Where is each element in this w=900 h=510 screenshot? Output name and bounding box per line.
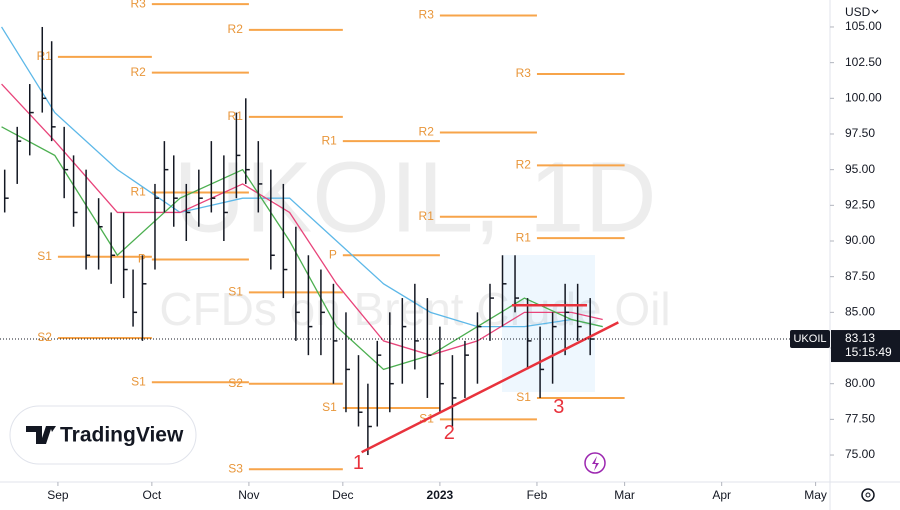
wave-label: 3 bbox=[553, 396, 564, 418]
plot-area: R1S1S2R3R2R1PS1R2R1S1S2S3R1PS1R3R2R1S1R3… bbox=[1, 0, 625, 475]
y-tick-label: 92.50 bbox=[845, 197, 875, 211]
pivot-label: R1 bbox=[321, 133, 337, 147]
brand-box[interactable] bbox=[9, 405, 197, 465]
x-tick-label: Dec bbox=[332, 488, 353, 502]
pivot-label: R2 bbox=[131, 65, 147, 79]
y-tick-label: 90.00 bbox=[845, 233, 875, 247]
support-line bbox=[361, 321, 619, 454]
price-tag bbox=[831, 330, 900, 363]
y-tick-label: 87.50 bbox=[845, 269, 875, 283]
x-tick-label: Nov bbox=[238, 488, 259, 502]
settings-gear[interactable] bbox=[861, 488, 875, 502]
pivot-label: R3 bbox=[131, 0, 147, 10]
wave-label: 2 bbox=[444, 422, 455, 444]
pivot-label: S1 bbox=[322, 400, 337, 414]
pivot-label: S3 bbox=[228, 461, 243, 475]
lightning-icon[interactable] bbox=[584, 452, 606, 474]
watermark: UKOIL, 1D bbox=[173, 141, 657, 253]
x-tick-label: May bbox=[804, 488, 827, 502]
last-price-label: 83.13 bbox=[845, 331, 875, 345]
pivot-label: R1 bbox=[516, 230, 532, 244]
currency-dropdown-icon[interactable] bbox=[871, 9, 879, 14]
y-tick-label: 105.00 bbox=[845, 19, 882, 33]
pivot-label: R1 bbox=[37, 49, 53, 63]
settings-gear-center bbox=[865, 492, 871, 498]
y-tick-label: 75.00 bbox=[845, 447, 875, 461]
pivot-label: S1 bbox=[131, 374, 146, 388]
pivot-label: S1 bbox=[516, 390, 531, 404]
pivot-label: R1 bbox=[228, 109, 244, 123]
currency[interactable]: USD bbox=[845, 5, 871, 19]
x-tick-label: Sep bbox=[47, 488, 69, 502]
brand-badge[interactable]: TradingView bbox=[9, 405, 197, 465]
brand-name: TradingView bbox=[60, 424, 184, 447]
x-tick-label: Mar bbox=[614, 488, 635, 502]
y-tick-label: 97.50 bbox=[845, 126, 875, 140]
wave-label: 1 bbox=[353, 452, 364, 474]
y-tick-label: 85.00 bbox=[845, 305, 875, 319]
pivot-label: R2 bbox=[516, 158, 532, 172]
pivot-label: R1 bbox=[419, 209, 435, 223]
pivot-label: R1 bbox=[131, 185, 147, 199]
pivot-label: R2 bbox=[228, 22, 244, 36]
pivot-label: P bbox=[329, 247, 337, 261]
pivot-label: S2 bbox=[228, 376, 243, 390]
moving-average bbox=[1, 83, 603, 356]
lightning-bolt bbox=[592, 456, 599, 471]
x-tick-label: Feb bbox=[527, 488, 548, 502]
pivot-label: S2 bbox=[37, 330, 52, 344]
y-tick-label: 102.50 bbox=[845, 55, 882, 69]
brand-logo bbox=[26, 426, 56, 444]
pivot-label: S1 bbox=[37, 249, 52, 263]
watermark-group: UKOIL, 1D CFDs on Brent Crude Oil bbox=[159, 141, 670, 335]
pivot-label: R3 bbox=[516, 66, 532, 80]
x-tick-label: 2023 bbox=[427, 488, 454, 502]
pivot-label: R2 bbox=[419, 125, 435, 139]
y-tick-label: 100.00 bbox=[845, 90, 882, 104]
countdown-label: 15:15:49 bbox=[845, 345, 892, 359]
y-tick-label: 77.50 bbox=[845, 412, 875, 426]
moving-average bbox=[1, 126, 603, 371]
lightning-circle[interactable] bbox=[584, 452, 606, 474]
x-tick-label: Apr bbox=[712, 488, 731, 502]
pivot-label: R3 bbox=[419, 8, 435, 22]
settings-icon[interactable] bbox=[861, 488, 875, 502]
x-tick-label: Oct bbox=[143, 488, 162, 502]
y-tick-label: 80.00 bbox=[845, 376, 875, 390]
moving-average bbox=[1, 26, 603, 328]
y-tick-label: 95.00 bbox=[845, 162, 875, 176]
pivot-label: S1 bbox=[228, 285, 243, 299]
symbol-tag bbox=[790, 330, 830, 349]
symbol-label: UKOIL bbox=[793, 333, 826, 345]
